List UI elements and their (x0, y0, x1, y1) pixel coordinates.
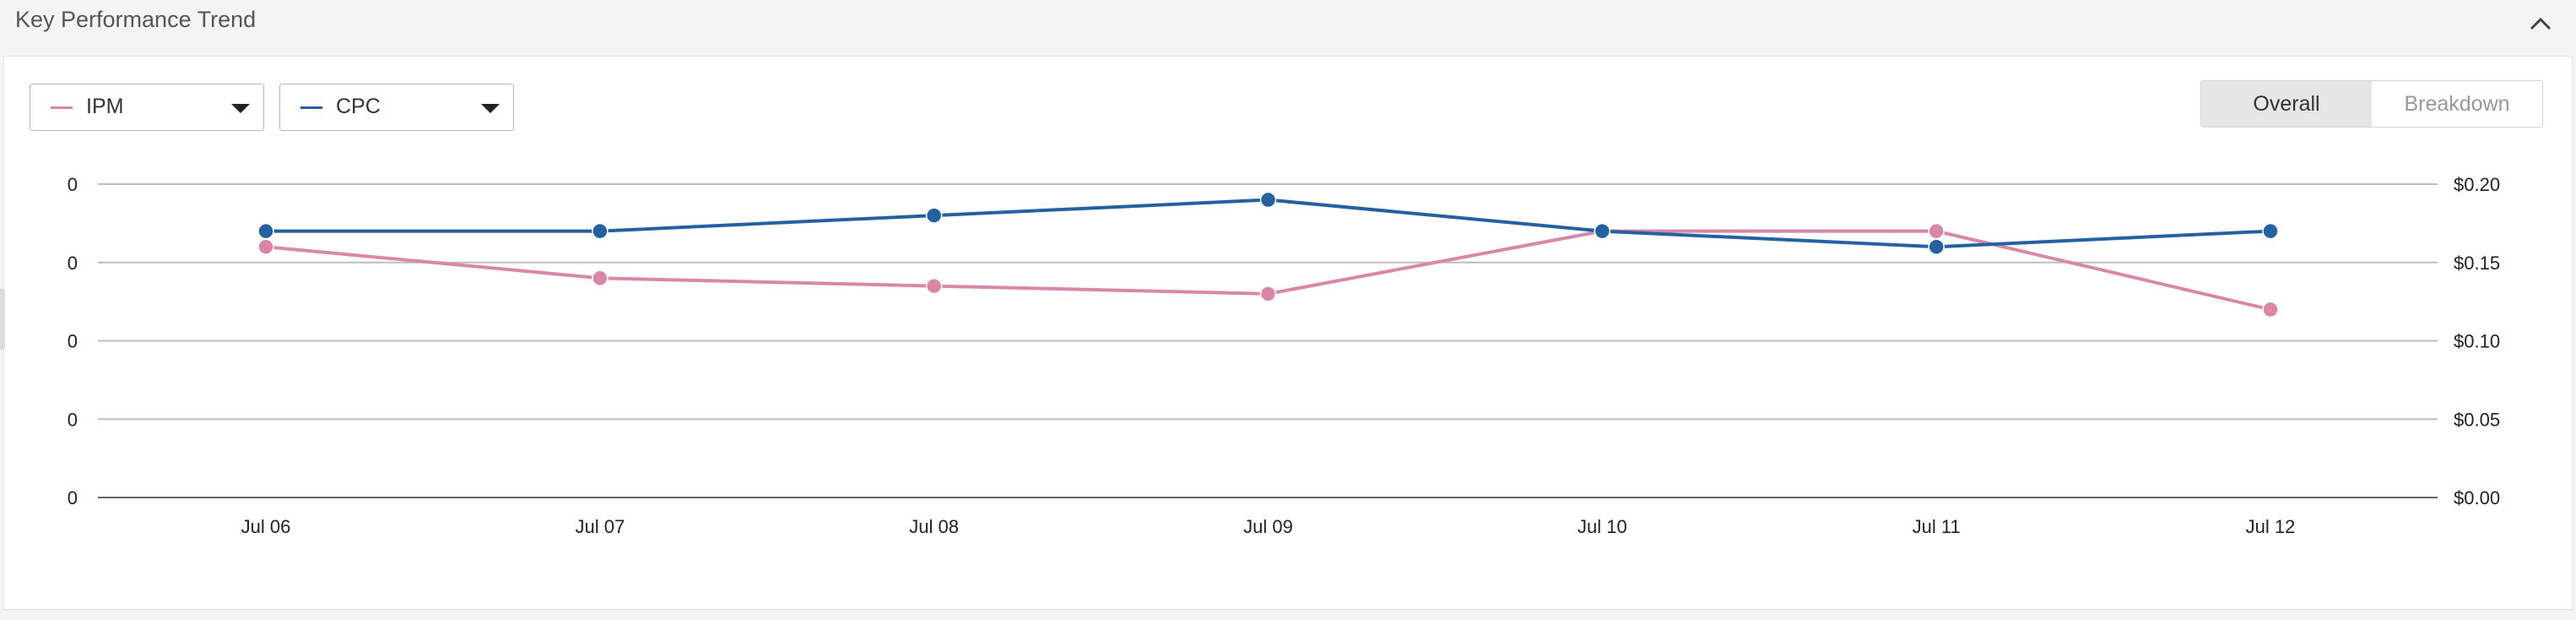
x-axis-tick-label: Jul 11 (1913, 516, 1961, 537)
left-axis-tick-label: 0 (68, 331, 78, 352)
view-toggle[interactable]: Overall Breakdown (2200, 80, 2543, 128)
data-point-ipm (2262, 301, 2279, 318)
data-point-cpc (1594, 222, 1611, 240)
chevron-up-icon[interactable] (2524, 7, 2557, 41)
x-axis-tick-label: Jul 08 (909, 516, 959, 537)
caret-down-icon (231, 104, 250, 113)
data-point-cpc (2262, 222, 2279, 240)
chart-panel: IPM CPC Overall Breakdown (3, 56, 2573, 610)
side-handle[interactable] (0, 289, 5, 350)
right-axis-tick-label: $0.15 (2454, 253, 2500, 274)
data-point-cpc (257, 222, 274, 240)
metric1-select[interactable]: IPM (30, 84, 264, 131)
data-point-ipm (1259, 286, 1277, 302)
section-header: Key Performance Trend (0, 0, 2576, 56)
x-axis-tick-label: Jul 10 (1578, 516, 1627, 537)
right-axis-tick-label: $0.05 (2454, 409, 2500, 430)
x-axis-tick-label: Jul 12 (2246, 516, 2296, 537)
caret-down-icon (481, 104, 500, 113)
left-axis-tick-label: 0 (68, 409, 78, 430)
data-point-ipm (592, 269, 609, 287)
section-title: Key Performance Trend (15, 7, 257, 32)
data-point-ipm (925, 277, 943, 295)
x-axis-tick-label: Jul 07 (575, 516, 625, 537)
metric1-swatch (51, 106, 73, 109)
data-point-cpc (925, 207, 943, 224)
metric2-label: CPC (336, 95, 381, 118)
right-axis-tick-label: $0.20 (2454, 174, 2500, 195)
right-axis-tick-label: $0.10 (2454, 331, 2500, 352)
x-axis-tick-label: Jul 09 (1243, 516, 1293, 537)
breakdown-button[interactable]: Breakdown (2372, 81, 2542, 127)
left-axis-tick-label: 0 (68, 487, 78, 509)
overall-button[interactable]: Overall (2201, 81, 2372, 127)
metric2-swatch (300, 106, 322, 109)
x-axis-tick-label: Jul 06 (241, 516, 291, 537)
metric2-select[interactable]: CPC (279, 84, 514, 131)
metric1-label: IPM (86, 95, 124, 118)
data-point-cpc (1928, 238, 1945, 255)
right-axis-tick-label: $0.00 (2454, 487, 2500, 509)
data-point-ipm (1928, 222, 1945, 240)
data-point-cpc (592, 222, 609, 240)
data-point-ipm (257, 238, 274, 255)
left-axis-tick-label: 0 (68, 253, 78, 274)
left-axis-tick-label: 0 (68, 174, 78, 195)
data-point-cpc (1259, 191, 1277, 209)
